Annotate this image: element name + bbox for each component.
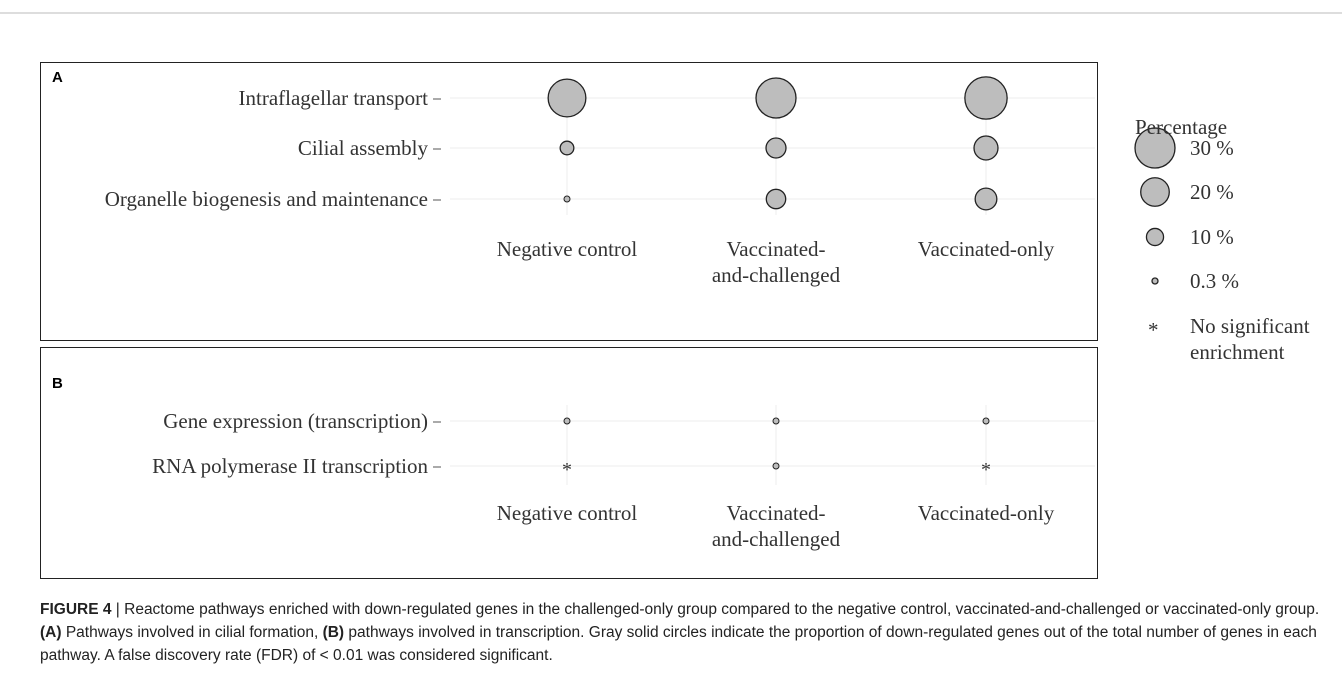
x-tick-label: Vaccinated-only	[917, 237, 1055, 261]
bubble	[559, 140, 575, 156]
caption-text: Pathways involved in cilial formation,	[61, 624, 323, 641]
caption-text: | Reactome pathways enriched with down-r…	[111, 601, 1320, 618]
legend-null-label: No significant enrichment	[1190, 314, 1310, 364]
legend-bubble	[1151, 277, 1159, 285]
no-enrichment-marker: *	[981, 459, 991, 481]
x-tick-label: Vaccinated- and-challenged	[711, 501, 841, 551]
x-tick-label: Vaccinated-only	[917, 501, 1055, 525]
x-tick-label: Vaccinated- and-challenged	[711, 237, 841, 287]
caption-label: FIGURE 4	[40, 601, 112, 618]
bubble	[547, 78, 587, 118]
y-tick-label: Gene expression (transcription)	[163, 409, 428, 433]
no-enrichment-marker: *	[562, 459, 572, 481]
legend-bubble	[1145, 227, 1165, 247]
legend-bubble	[1140, 177, 1170, 207]
bubble	[772, 417, 780, 425]
caption: FIGURE 4 | Reactome pathways enriched wi…	[40, 598, 1335, 667]
panel-label: A	[52, 69, 63, 86]
y-tick-label: Cilial assembly	[297, 136, 428, 160]
bubble	[755, 77, 797, 119]
legend-bubble	[1134, 127, 1176, 169]
x-tick-label: Negative control	[496, 501, 638, 525]
bubble	[563, 195, 571, 203]
panel-a-frame	[40, 62, 1098, 341]
bubble	[974, 187, 998, 211]
y-tick-label: Organelle biogenesis and maintenance	[104, 187, 428, 211]
bubble	[982, 417, 990, 425]
caption-ref: (B)	[322, 624, 345, 641]
legend-label: 20 %	[1190, 180, 1234, 204]
bubble	[772, 462, 780, 470]
legend-null-symbol: *	[1148, 318, 1159, 342]
legend-label: 10 %	[1190, 225, 1234, 249]
panel-label: B	[52, 375, 63, 392]
legend-title: Percentage	[1135, 115, 1228, 139]
caption-ref: (A)	[40, 624, 62, 641]
caption-text: pathways involved in transcription. Gray…	[40, 624, 1317, 664]
y-tick-label: Intraflagellar transport	[238, 86, 429, 110]
y-tick-label: RNA polymerase II transcription	[152, 454, 428, 478]
legend-label: 30 %	[1190, 136, 1234, 160]
panel-b-frame	[40, 347, 1098, 579]
bubble	[765, 188, 787, 210]
legend-label: 0.3 %	[1190, 269, 1239, 293]
bubble	[964, 76, 1008, 120]
x-tick-label: Negative control	[496, 237, 638, 261]
bubble	[765, 137, 787, 159]
bubble	[973, 135, 999, 161]
bubble	[563, 417, 571, 425]
